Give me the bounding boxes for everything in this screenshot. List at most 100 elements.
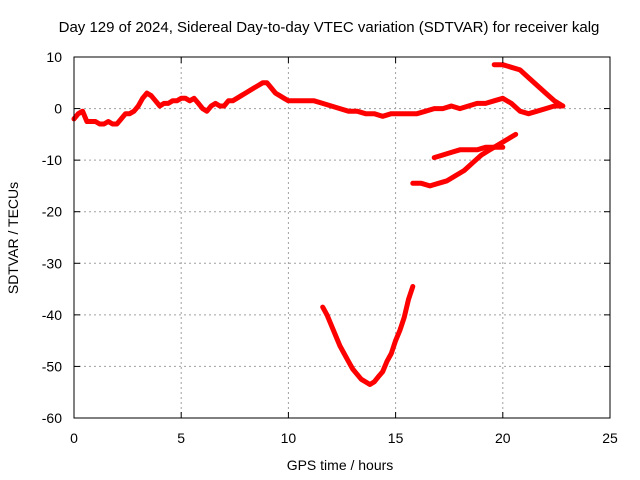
data-point bbox=[457, 106, 463, 111]
data-point bbox=[264, 80, 270, 86]
data-point bbox=[363, 111, 368, 116]
data-point bbox=[402, 315, 407, 320]
data-point bbox=[474, 101, 480, 106]
data-point bbox=[324, 312, 330, 318]
data-point bbox=[191, 96, 197, 101]
data-point bbox=[534, 109, 540, 114]
data-point bbox=[410, 284, 415, 289]
data-point bbox=[127, 111, 132, 116]
data-point bbox=[513, 132, 518, 137]
data-point bbox=[376, 374, 381, 379]
data-point bbox=[419, 181, 424, 186]
data-point bbox=[397, 111, 403, 116]
data-point bbox=[354, 372, 360, 377]
series-deep-dip bbox=[320, 284, 416, 387]
data-point bbox=[101, 121, 107, 127]
data-point bbox=[552, 98, 557, 104]
data-point bbox=[281, 96, 287, 101]
data-point bbox=[179, 96, 184, 101]
data-point bbox=[397, 328, 403, 333]
data-point bbox=[474, 147, 480, 152]
data-point bbox=[247, 88, 252, 93]
data-point bbox=[341, 351, 347, 356]
data-point bbox=[84, 119, 90, 124]
data-point bbox=[311, 98, 317, 104]
data-point bbox=[286, 98, 291, 104]
data-point bbox=[444, 178, 450, 183]
y-tick-label: -40 bbox=[42, 307, 62, 323]
x-tick-label: 10 bbox=[281, 430, 297, 446]
data-point bbox=[153, 98, 158, 104]
data-point bbox=[517, 67, 523, 73]
data-point bbox=[483, 101, 488, 106]
data-point bbox=[492, 145, 497, 150]
data-point bbox=[432, 106, 437, 111]
data-point bbox=[260, 80, 265, 86]
data-point bbox=[239, 93, 244, 98]
data-point bbox=[543, 106, 548, 111]
data-point bbox=[350, 366, 355, 372]
x-tick-label: 15 bbox=[388, 430, 404, 446]
y-tick-label: -60 bbox=[42, 410, 62, 426]
data-point bbox=[140, 96, 145, 101]
data-point bbox=[427, 183, 433, 189]
data-point bbox=[149, 93, 154, 98]
data-point bbox=[320, 101, 325, 106]
data-point bbox=[89, 119, 94, 124]
data-point bbox=[333, 333, 338, 338]
data-point bbox=[97, 121, 102, 127]
data-point bbox=[372, 379, 377, 385]
data-point bbox=[526, 111, 531, 116]
data-point bbox=[123, 111, 128, 116]
data-point bbox=[367, 382, 373, 387]
data-point bbox=[277, 93, 282, 98]
data-point bbox=[110, 121, 115, 127]
data-point bbox=[119, 116, 124, 122]
data-point bbox=[534, 83, 540, 88]
data-point bbox=[380, 114, 385, 119]
data-point bbox=[359, 377, 364, 382]
data-point bbox=[436, 181, 441, 186]
data-point bbox=[440, 152, 445, 158]
y-tick-label: 0 bbox=[54, 101, 62, 117]
data-point bbox=[432, 155, 437, 160]
y-tick-label: -10 bbox=[42, 152, 62, 168]
data-point bbox=[449, 103, 454, 109]
data-point bbox=[517, 109, 523, 114]
y-tick-label: -30 bbox=[42, 255, 62, 271]
data-point bbox=[294, 98, 300, 104]
data-point bbox=[80, 109, 85, 114]
data-point bbox=[131, 109, 137, 114]
data-point bbox=[500, 145, 505, 150]
data-point bbox=[273, 90, 278, 96]
data-point bbox=[170, 98, 175, 104]
data-point bbox=[329, 103, 334, 109]
data-point bbox=[157, 103, 162, 109]
data-point bbox=[303, 98, 308, 104]
y-tick-label: 10 bbox=[46, 49, 62, 65]
data-point bbox=[93, 119, 98, 124]
data-point bbox=[337, 343, 343, 348]
data-point bbox=[500, 96, 505, 101]
data-point bbox=[466, 147, 471, 152]
data-point bbox=[114, 121, 120, 127]
x-tick-label: 25 bbox=[602, 430, 618, 446]
data-point bbox=[76, 111, 81, 116]
data-point bbox=[209, 103, 214, 109]
data-point bbox=[346, 359, 351, 364]
data-point bbox=[509, 65, 514, 70]
data-point bbox=[470, 160, 475, 165]
data-point bbox=[174, 98, 180, 104]
data-point bbox=[372, 111, 377, 116]
data-point bbox=[440, 106, 445, 111]
data-point bbox=[230, 98, 235, 104]
data-point bbox=[106, 119, 111, 124]
data-point bbox=[453, 173, 458, 178]
data-point bbox=[226, 98, 231, 104]
data-point bbox=[204, 109, 210, 114]
data-point bbox=[500, 62, 505, 67]
data-point bbox=[144, 90, 150, 96]
data-point bbox=[166, 101, 171, 106]
data-point bbox=[492, 98, 497, 104]
